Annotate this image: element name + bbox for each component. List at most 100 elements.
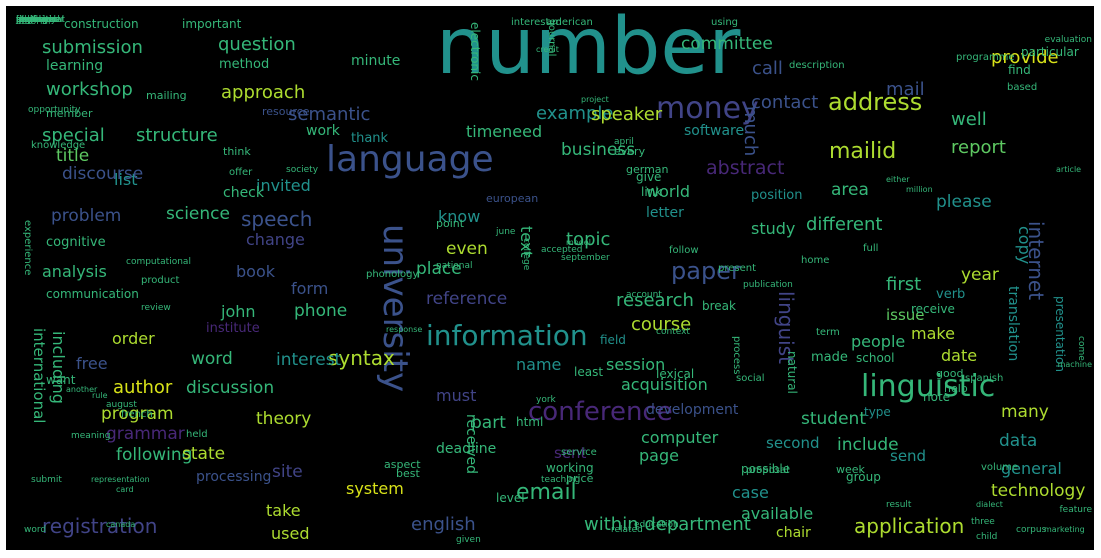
cloud-word: session	[606, 355, 666, 374]
cloud-word: volume	[981, 462, 1019, 473]
cloud-word: institute	[206, 321, 260, 336]
cloud-word: english	[411, 514, 476, 535]
cloud-word: social	[736, 373, 765, 384]
cloud-word: issue	[886, 306, 925, 324]
cloud-word: european	[486, 192, 539, 205]
cloud-word: date	[941, 346, 978, 365]
cloud-word: every	[614, 145, 646, 158]
cloud-word: phone	[294, 301, 348, 321]
cloud-word: person	[16, 15, 47, 25]
cloud-word: information	[426, 319, 588, 352]
cloud-word: example	[536, 103, 614, 124]
cloud-word: problem	[51, 206, 122, 226]
cloud-word: technology	[991, 481, 1086, 501]
cloud-word: product	[141, 275, 180, 286]
cloud-word: student	[801, 409, 866, 429]
cloud-word: marketing	[1044, 525, 1085, 534]
cloud-word: discussion	[186, 378, 275, 398]
cloud-word: copy	[1015, 226, 1034, 265]
cloud-word: minute	[351, 53, 401, 69]
cloud-word: programme	[956, 52, 1015, 63]
cloud-word: night	[16, 15, 40, 25]
cloud-word: review	[141, 303, 171, 313]
cloud-word: germany	[16, 15, 57, 25]
cloud-word: credit	[536, 45, 559, 54]
cloud-word: deadline	[436, 441, 497, 457]
cloud-word: well	[951, 109, 987, 130]
cloud-word: description	[789, 60, 845, 71]
cloud-word: case	[732, 483, 769, 502]
cloud-word: mail	[886, 79, 925, 100]
cloud-word: week	[836, 463, 865, 476]
cloud-word: september	[561, 253, 610, 263]
cloud-word: anyone	[16, 15, 50, 25]
cloud-word: follow	[669, 245, 699, 256]
cloud-word: translation	[1005, 286, 1021, 362]
cloud-word: science	[166, 204, 230, 224]
cloud-word: find	[1008, 63, 1031, 77]
cloud-word: structure	[136, 125, 218, 146]
cloud-word: point	[436, 217, 465, 230]
cloud-word: resource	[262, 105, 310, 118]
cloud-word: help	[944, 382, 968, 395]
cloud-word: html	[516, 415, 544, 429]
cloud-word: cognitive	[46, 235, 106, 250]
cloud-word: contact	[751, 92, 819, 113]
cloud-word: field	[600, 333, 626, 347]
cloud-word: communication	[46, 287, 139, 301]
cloud-word: important	[182, 17, 242, 31]
cloud-word: area	[831, 180, 869, 200]
cloud-word: syntactic	[16, 15, 57, 25]
cloud-word: tutorial	[18, 17, 51, 27]
cloud-word: published	[16, 15, 60, 25]
cloud-word: held	[186, 429, 208, 440]
cloud-word: link	[641, 185, 663, 199]
cloud-word: process	[731, 336, 742, 375]
cloud-word: child	[976, 532, 998, 542]
cloud-word: dialect	[976, 500, 1003, 509]
cloud-word: given	[456, 535, 481, 545]
cloud-word: must	[436, 386, 477, 405]
cloud-word: check	[223, 185, 264, 201]
cloud-word: april	[614, 137, 634, 147]
cloud-word: interested	[511, 17, 562, 28]
cloud-word: word	[24, 525, 47, 535]
cloud-word: natural	[785, 351, 799, 394]
cloud-word: give	[636, 170, 662, 184]
cloud-word: based	[1007, 82, 1038, 93]
cloud-word: member	[46, 107, 93, 120]
cloud-word: take	[266, 501, 301, 520]
cloud-word: within department	[584, 514, 751, 535]
cloud-word: discourse	[62, 164, 144, 184]
cloud-word: corpus	[1016, 525, 1047, 535]
cloud-word: want	[46, 373, 76, 387]
cloud-word: registration	[42, 514, 158, 538]
cloud-word: money	[656, 91, 759, 126]
cloud-word: using	[711, 17, 739, 28]
cloud-word: evaluation	[1044, 35, 1092, 45]
cloud-word: among	[16, 15, 48, 25]
cloud-word: acquisition	[621, 375, 708, 394]
cloud-word: international	[30, 328, 48, 424]
cloud-word: come	[1076, 336, 1086, 361]
cloud-word: word	[191, 349, 233, 369]
cloud-word: think	[223, 145, 251, 158]
cloud-word: german	[626, 163, 669, 176]
cloud-word: committee	[681, 34, 773, 54]
cloud-word: include	[837, 435, 899, 455]
cloud-word: opportunity	[28, 105, 81, 115]
cloud-word: school	[856, 351, 895, 365]
cloud-word: august	[106, 400, 137, 410]
cloud-word: construction	[64, 17, 139, 31]
cloud-word: teaching	[541, 475, 581, 485]
cloud-word: grammar	[106, 424, 185, 444]
cloud-word: three	[971, 517, 995, 527]
cloud-word: special	[42, 125, 105, 146]
cloud-word: group	[846, 470, 881, 484]
cloud-word: least	[574, 365, 604, 379]
cloud-word: free	[76, 354, 108, 373]
cloud-word: conference	[528, 397, 673, 427]
cloud-word: john	[221, 302, 256, 321]
cloud-word: either	[886, 175, 910, 184]
cloud-word: feature	[1059, 505, 1093, 515]
